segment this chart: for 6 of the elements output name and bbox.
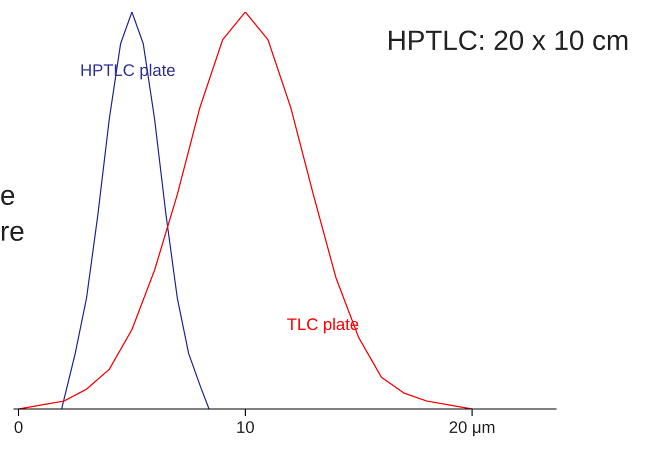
x-tick-label: 20 μm <box>450 421 494 436</box>
x-tick-label: 0 <box>14 421 23 434</box>
annotation: e <box>1 190 14 206</box>
text: HPTLC: 20 x 10 cm <box>389 30 628 50</box>
x-tick-label: 10 <box>237 421 254 434</box>
annotation: re <box>2 226 24 241</box>
